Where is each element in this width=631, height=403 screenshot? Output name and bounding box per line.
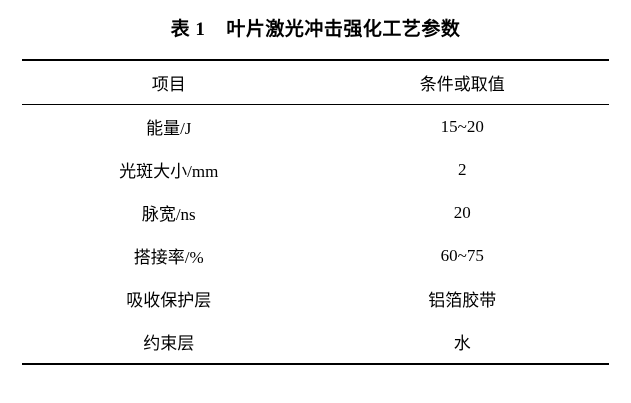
table-row: 约束层 水 [22, 320, 609, 365]
cell-value: 铝箔胶带 [428, 291, 497, 310]
table-row: 搭接率/% 60~75 [22, 234, 609, 277]
table-row: 脉宽/ns 20 [22, 191, 609, 234]
cell-value: 60~75 [440, 245, 484, 265]
cell-value: 2 [458, 159, 467, 179]
cell-item: 搭接率/% [133, 248, 204, 267]
cell-item: 吸收保护层 [126, 291, 212, 310]
table-caption: 表 1 叶片激光冲击强化工艺参数 [170, 19, 461, 40]
table-row: 吸收保护层 铝箔胶带 [22, 277, 609, 320]
table-body: 能量/J 15~20 光斑大小/mm 2 脉宽/ns 20 搭接率/% 60~7… [22, 105, 609, 365]
cell-item: 约束层 [22, 320, 316, 365]
table-header: 项目 条件或取值 [22, 60, 609, 105]
column-header-item: 项目 [151, 75, 186, 94]
cell-item: 光斑大小/mm [119, 162, 219, 181]
cell-value: 水 [315, 320, 609, 365]
table-header-row: 项目 条件或取值 [22, 60, 609, 105]
table-row: 能量/J 15~20 [22, 105, 609, 149]
cell-value: 20 [453, 202, 471, 222]
cell-item: 脉宽/ns [141, 205, 196, 224]
parameter-table: 项目 条件或取值 能量/J 15~20 光斑大小/mm 2 脉宽/ns 20 搭… [22, 59, 609, 365]
column-header-value: 条件或取值 [419, 75, 505, 94]
table-row: 光斑大小/mm 2 [22, 148, 609, 191]
cell-item: 能量/J [146, 119, 192, 138]
cell-value: 15~20 [440, 116, 484, 136]
